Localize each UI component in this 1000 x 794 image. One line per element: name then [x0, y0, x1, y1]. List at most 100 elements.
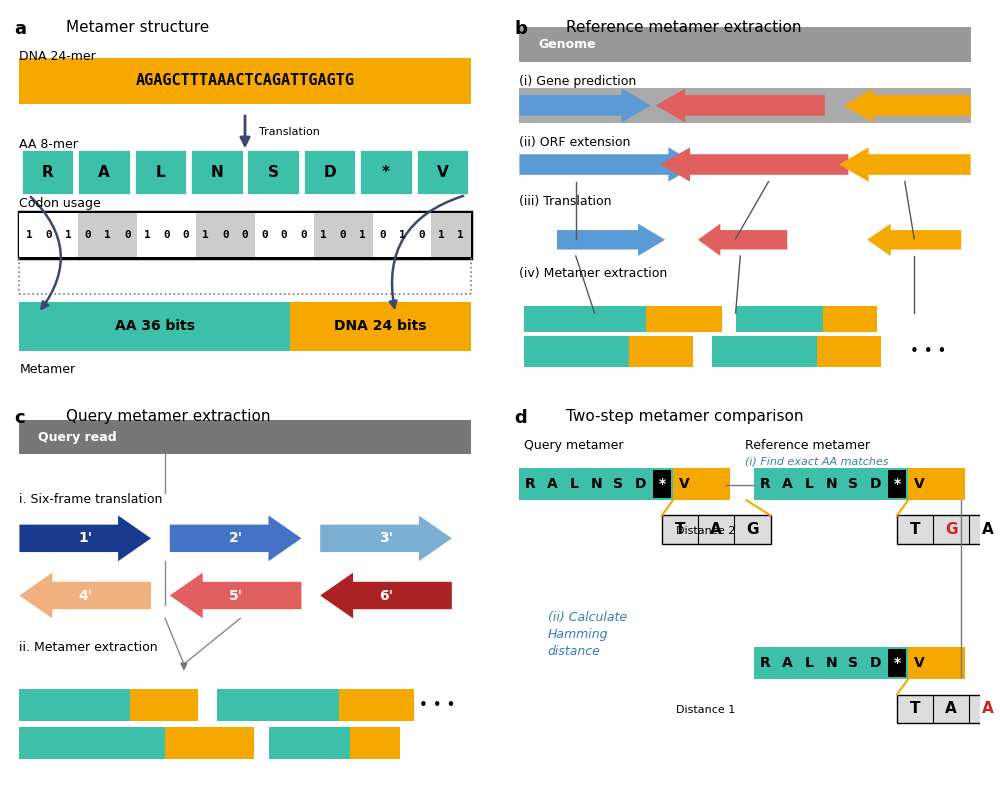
Bar — [176, 214, 196, 256]
Text: • • •: • • • — [910, 344, 946, 359]
Text: 0: 0 — [281, 230, 288, 240]
Text: L: L — [156, 164, 165, 179]
Text: 1: 1 — [104, 230, 111, 240]
Bar — [59, 214, 78, 256]
Bar — [754, 647, 908, 680]
Bar — [274, 214, 294, 256]
Text: A: A — [710, 522, 722, 538]
Polygon shape — [519, 88, 651, 122]
Text: D: D — [869, 656, 881, 670]
Bar — [817, 336, 881, 367]
Text: a: a — [15, 20, 27, 37]
Text: 1: 1 — [65, 230, 72, 240]
Text: A: A — [982, 522, 993, 538]
Bar — [629, 336, 693, 367]
Text: 1: 1 — [457, 230, 464, 240]
Bar — [392, 214, 412, 256]
Text: N: N — [590, 477, 602, 491]
Text: 0: 0 — [300, 230, 307, 240]
Bar — [524, 306, 646, 332]
Bar — [662, 515, 771, 544]
Text: V: V — [679, 477, 689, 491]
Text: 0: 0 — [379, 230, 386, 240]
Text: N: N — [825, 477, 837, 491]
Bar — [350, 727, 400, 759]
Bar — [897, 695, 1000, 723]
Text: Query metamer extraction: Query metamer extraction — [66, 409, 271, 424]
Text: 1: 1 — [438, 230, 445, 240]
Text: i. Six-frame translation: i. Six-frame translation — [19, 492, 163, 506]
Bar — [19, 212, 471, 258]
Text: 0: 0 — [261, 230, 268, 240]
Bar — [412, 214, 431, 256]
Text: A: A — [945, 701, 957, 716]
Text: A: A — [98, 164, 110, 179]
Text: T: T — [910, 522, 920, 538]
Text: Distance 1: Distance 1 — [676, 705, 736, 715]
Text: 1: 1 — [202, 230, 209, 240]
Bar — [519, 468, 673, 500]
Bar — [19, 214, 39, 256]
Text: Distance 2: Distance 2 — [676, 526, 736, 536]
Polygon shape — [660, 148, 848, 182]
Bar — [19, 302, 290, 351]
Polygon shape — [19, 572, 151, 619]
Bar — [235, 214, 255, 256]
Text: L: L — [805, 477, 814, 491]
Bar — [524, 336, 629, 367]
Text: 1: 1 — [26, 230, 33, 240]
Text: Query metamer: Query metamer — [524, 439, 624, 453]
Bar — [134, 149, 187, 195]
Text: G: G — [945, 522, 958, 538]
Polygon shape — [519, 148, 698, 182]
Bar — [190, 149, 244, 195]
Bar — [359, 149, 413, 195]
Bar — [130, 689, 198, 721]
Text: AA 8-mer: AA 8-mer — [19, 138, 78, 151]
Bar — [353, 214, 373, 256]
Text: 0: 0 — [222, 230, 229, 240]
Text: D: D — [323, 164, 336, 179]
Bar — [19, 58, 471, 103]
Text: (iv) Metamer extraction: (iv) Metamer extraction — [519, 268, 668, 280]
Bar — [416, 149, 469, 195]
Bar — [196, 214, 216, 256]
Text: 6': 6' — [379, 588, 393, 603]
Text: Codon usage: Codon usage — [19, 197, 101, 210]
Text: AGAGCTTTAAACTCAGATTGAGTG: AGAGCTTTAAACTCAGATTGAGTG — [136, 73, 354, 88]
Text: (i) Gene prediction: (i) Gene prediction — [519, 75, 637, 88]
Bar — [303, 149, 356, 195]
Text: 0: 0 — [85, 230, 91, 240]
Text: ii. Metamer extraction: ii. Metamer extraction — [19, 642, 158, 654]
Bar — [519, 88, 971, 122]
Polygon shape — [170, 515, 301, 561]
Bar — [137, 214, 157, 256]
Text: V: V — [437, 164, 448, 179]
Text: R: R — [525, 477, 536, 491]
Text: (ii) ORF extension: (ii) ORF extension — [519, 136, 631, 149]
Text: 3': 3' — [379, 531, 393, 545]
Bar — [117, 214, 137, 256]
Text: A: A — [782, 477, 793, 491]
Bar — [451, 214, 471, 256]
Bar — [157, 214, 176, 256]
Text: Metamer structure: Metamer structure — [66, 20, 210, 35]
Bar — [888, 649, 906, 677]
Text: • • •: • • • — [419, 698, 455, 712]
Text: 1: 1 — [399, 230, 405, 240]
Polygon shape — [320, 515, 452, 561]
Text: T: T — [675, 522, 685, 538]
Text: *: * — [893, 477, 901, 491]
Text: D: D — [869, 477, 881, 491]
Polygon shape — [557, 224, 665, 256]
Text: d: d — [515, 409, 527, 426]
Text: Two-step metamer comparison: Two-step metamer comparison — [566, 409, 804, 424]
Text: S: S — [268, 164, 279, 179]
Text: S: S — [613, 477, 623, 491]
Text: A: A — [982, 701, 993, 716]
Text: 0: 0 — [124, 230, 131, 240]
Bar — [908, 468, 965, 500]
Bar — [165, 727, 254, 759]
Polygon shape — [867, 224, 961, 256]
Bar — [290, 302, 471, 351]
